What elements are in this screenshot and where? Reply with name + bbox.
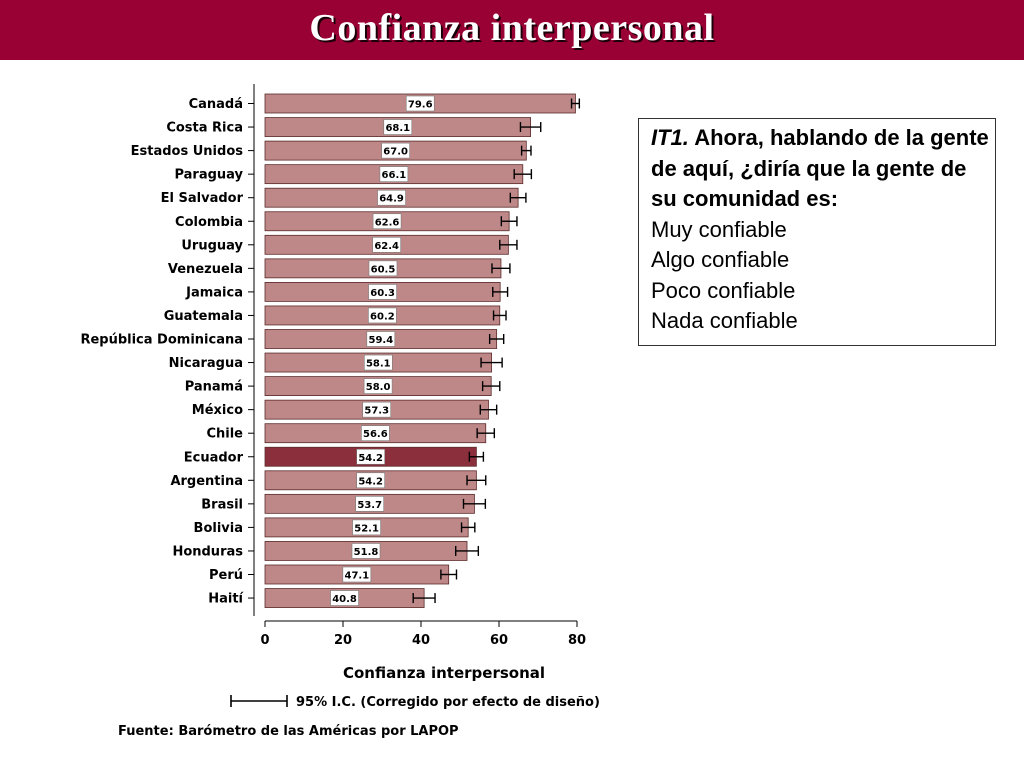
value-label-box: [368, 307, 397, 324]
value-label-box: [379, 166, 409, 182]
category-label: Guatemala: [164, 309, 243, 324]
category-label: Haití: [208, 592, 244, 607]
value-label: 53.7: [357, 500, 382, 511]
value-label: 58.0: [366, 382, 391, 393]
value-label-box: [355, 496, 385, 512]
value-label-box: [351, 543, 381, 559]
slide-title: Confianza interpersonal: [309, 7, 715, 49]
value-label-box: [330, 590, 359, 606]
x-tick-label: 0: [260, 633, 269, 648]
option-1: Muy confiable: [651, 216, 787, 242]
value-label-box: [405, 95, 435, 112]
value-label: 58.1: [366, 359, 391, 370]
value-label: 59.4: [368, 335, 393, 346]
option-3: Poco confiable: [651, 277, 796, 303]
value-label: 56.6: [363, 429, 388, 440]
category-label: Uruguay: [181, 238, 243, 253]
value-label: 57.3: [364, 406, 389, 417]
value-label: 79.6: [408, 100, 433, 111]
value-label: 40.8: [332, 594, 357, 605]
x-tick-label: 80: [568, 633, 586, 648]
category-label: Argentina: [170, 474, 243, 489]
x-tick-label: 40: [412, 633, 430, 648]
x-tick-label: 60: [490, 633, 508, 648]
value-label: 54.2: [358, 476, 383, 487]
value-label-box: [342, 566, 372, 583]
category-label: Honduras: [172, 544, 243, 559]
legend-label: 95% I.C. (Corregido por efecto de diseño…: [296, 695, 600, 710]
category-label: Bolivia: [194, 521, 243, 536]
question-box: IT1. Ahora, hablando de la gente de aquí…: [638, 118, 996, 346]
value-label-box: [363, 378, 393, 394]
category-label: Nicaragua: [169, 356, 243, 371]
category-label: México: [192, 403, 243, 418]
value-label: 62.4: [374, 241, 399, 252]
value-label: 67.0: [383, 147, 408, 158]
question-code: IT1.: [651, 125, 689, 150]
question-text: IT1. Ahora, hablando de la gente de aquí…: [651, 125, 989, 211]
value-label-box: [363, 354, 393, 371]
value-label-box: [366, 331, 396, 347]
value-label: 60.3: [370, 288, 395, 299]
source-note: Fuente: Barómetro de las Américas por LA…: [118, 724, 459, 739]
value-label-box: [356, 472, 385, 489]
value-label: 47.1: [345, 571, 370, 582]
category-label: Costa Rica: [166, 121, 243, 136]
category-label: Ecuador: [184, 450, 244, 465]
category-label: Estados Unidos: [131, 144, 244, 159]
category-label: Colombia: [175, 215, 243, 230]
value-label: 54.2: [358, 453, 383, 464]
value-label-box: [381, 142, 410, 159]
category-label: Panamá: [185, 380, 243, 395]
option-2: Algo confiable: [651, 247, 790, 272]
category-label: Paraguay: [174, 168, 243, 183]
value-label-box: [352, 519, 381, 536]
value-label: 64.9: [379, 194, 404, 205]
value-label-box: [377, 189, 406, 206]
value-label: 51.8: [354, 547, 379, 558]
value-label-box: [372, 237, 401, 253]
x-tick-label: 20: [334, 633, 352, 648]
x-axis-title: Confianza interpersonal: [343, 664, 545, 682]
title-bar: [0, 0, 1024, 60]
category-label: Canadá: [189, 97, 243, 112]
category-label: Perú: [209, 568, 243, 583]
value-label-box: [368, 260, 398, 277]
value-label-box: [361, 425, 390, 442]
value-label-box: [356, 448, 385, 465]
category-label: Chile: [206, 427, 243, 442]
category-label: El Salvador: [161, 191, 244, 206]
value-label: 66.1: [382, 170, 407, 181]
value-label: 60.2: [370, 311, 395, 322]
value-label-box: [372, 213, 402, 230]
category-label: Brasil: [201, 497, 243, 512]
value-label: 60.5: [371, 264, 396, 275]
value-label: 62.6: [375, 217, 400, 228]
value-label: 52.1: [354, 523, 379, 534]
value-label-box: [368, 284, 397, 300]
option-4: Nada confiable: [651, 308, 798, 333]
value-label-box: [383, 119, 413, 135]
question-body: Ahora, hablando de la gente de aquí, ¿di…: [651, 125, 989, 211]
category-label: Venezuela: [168, 262, 243, 277]
value-label-box: [362, 401, 392, 418]
category-label: República Dominicana: [80, 333, 243, 348]
category-label: Jamaica: [185, 285, 243, 300]
value-label: 68.1: [385, 123, 410, 134]
